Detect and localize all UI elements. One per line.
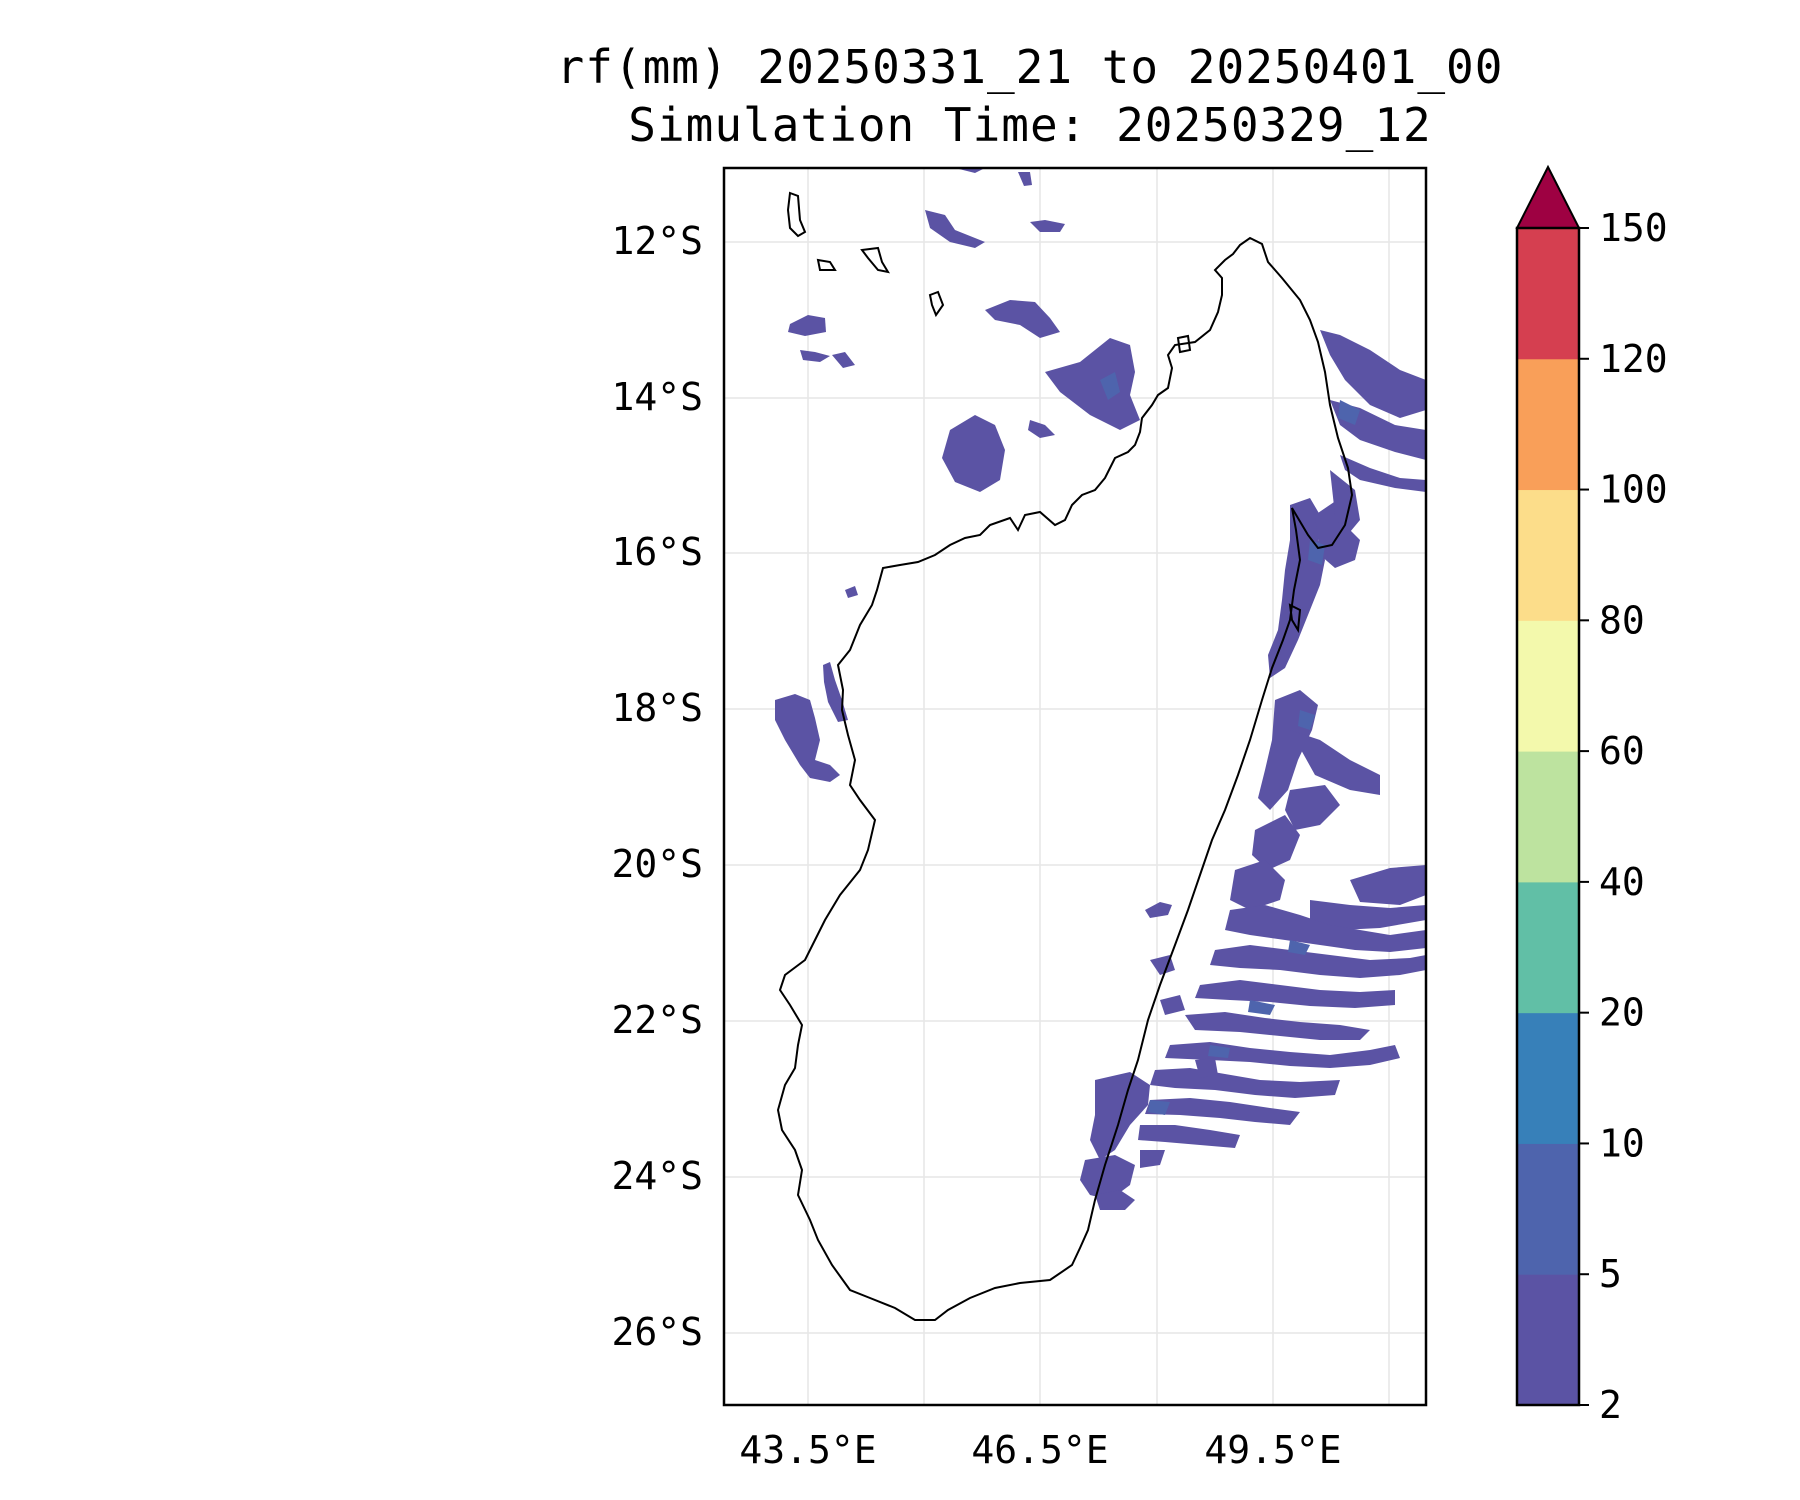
gridlines xyxy=(724,168,1426,1405)
colorbar-tick-label: 20 xyxy=(1599,991,1645,1035)
colorbar-extend-arrow xyxy=(1515,164,1581,229)
lat-tick-16s: 16°S xyxy=(611,530,703,574)
colorbar-tick-label: 80 xyxy=(1599,598,1645,642)
colorbar-segment xyxy=(1517,751,1579,883)
colorbar-segment xyxy=(1517,620,1579,752)
colorbar-tick-label: 120 xyxy=(1599,337,1668,381)
colorbar-segment xyxy=(1517,881,1579,1014)
colorbar-segment xyxy=(1517,1274,1579,1406)
colorbar-tick-label: 100 xyxy=(1599,468,1668,512)
lat-tick-labels: 12°S 14°S 16°S 18°S 20°S 22°S 24°S 26°S xyxy=(611,219,703,1354)
lon-tick-49-5e: 49.5°E xyxy=(1204,1428,1341,1472)
colorbar-segment xyxy=(1517,1012,1579,1144)
colorbar-tick-label: 150 xyxy=(1599,206,1668,250)
islands xyxy=(786,191,1302,634)
colorbar-tick-label: 2 xyxy=(1599,1383,1622,1427)
colorbar-segment xyxy=(1517,358,1579,491)
rainfall-cores xyxy=(1100,372,1360,1115)
lat-tick-26s: 26°S xyxy=(611,1310,703,1354)
colorbar-segments xyxy=(1517,228,1579,1406)
lat-tick-20s: 20°S xyxy=(611,842,703,886)
rainfall-patches xyxy=(775,168,1426,1210)
map-frame xyxy=(722,166,1428,1407)
colorbar-tick-label: 60 xyxy=(1599,729,1645,773)
colorbar-tick-label: 10 xyxy=(1599,1121,1645,1165)
map-subtitle: Simulation Time: 20250329_12 xyxy=(628,98,1432,152)
colorbar-tick-label: 5 xyxy=(1599,1252,1622,1296)
lat-tick-22s: 22°S xyxy=(611,998,703,1042)
colorbar-tick-label: 40 xyxy=(1599,860,1645,904)
lat-tick-14s: 14°S xyxy=(611,375,703,419)
lon-tick-46-5e: 46.5°E xyxy=(971,1428,1108,1472)
lon-tick-labels: 43.5°E 46.5°E 49.5°E xyxy=(739,1428,1341,1472)
lon-tick-43-5e: 43.5°E xyxy=(739,1428,876,1472)
colorbar-segment xyxy=(1517,489,1579,621)
map-title: rf(mm) 20250331_21 to 20250401_00 xyxy=(556,40,1504,94)
lat-tick-24s: 24°S xyxy=(611,1154,703,1198)
colorbar-frame xyxy=(1515,226,1581,1407)
lat-tick-12s: 12°S xyxy=(611,219,703,263)
colorbar-ticks: 2 5 10 20 40 60 80 100 120 150 xyxy=(1579,206,1668,1427)
colorbar: 2 5 10 20 40 60 80 100 120 150 xyxy=(1515,164,1668,1427)
colorbar-segment xyxy=(1517,1143,1579,1275)
colorbar-segment xyxy=(1517,228,1579,360)
lat-tick-18s: 18°S xyxy=(611,686,703,730)
madagascar-coastline xyxy=(776,236,1354,1321)
